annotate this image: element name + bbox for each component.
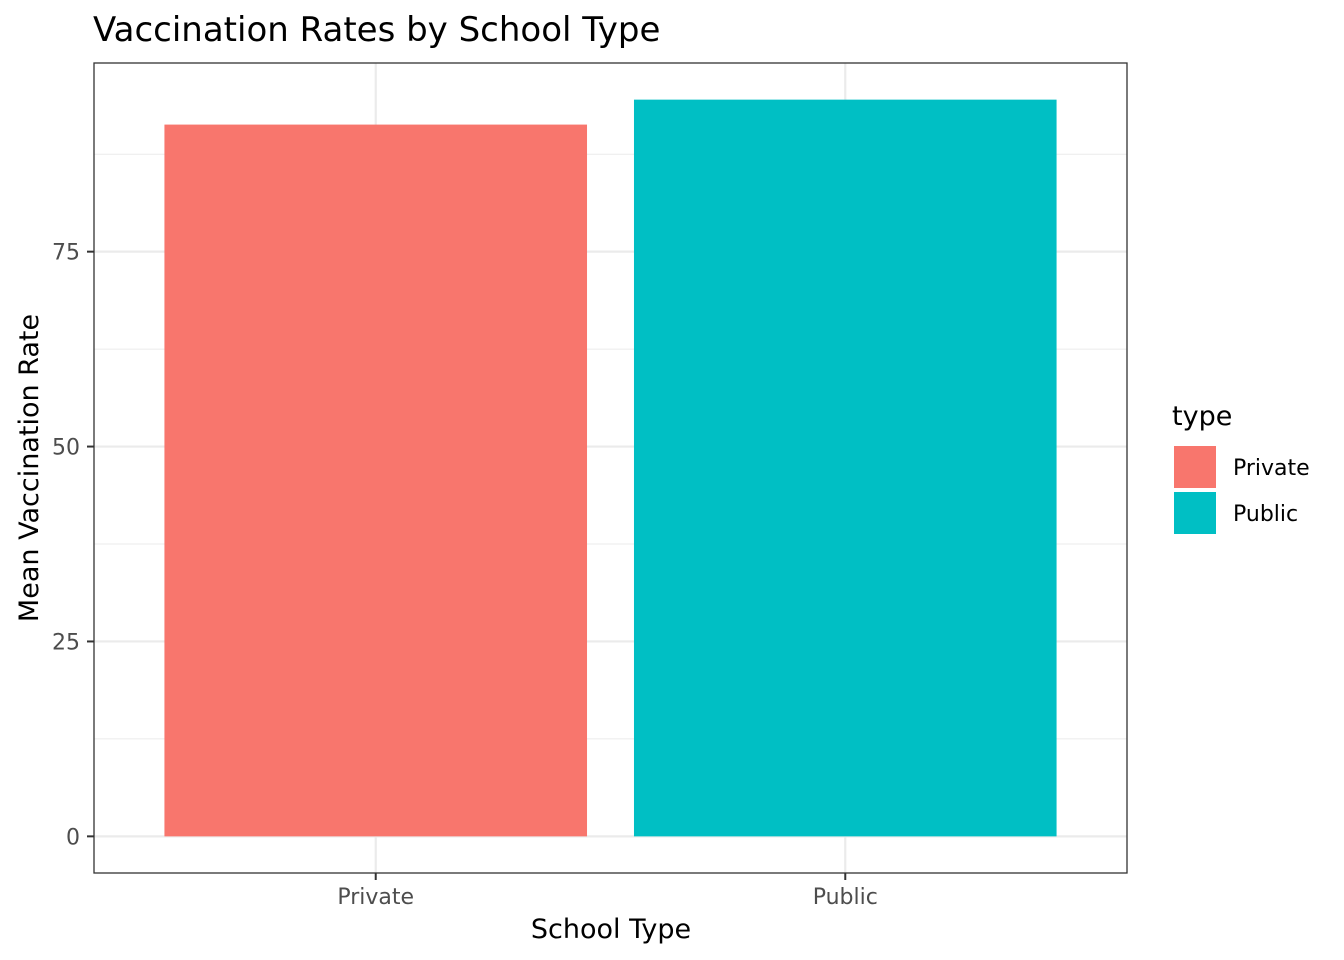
bars [164,99,1057,837]
y-axis: 0 25 50 75 [52,241,94,850]
legend-label-public: Public [1233,502,1298,527]
x-axis: Private Public [337,873,878,910]
bar-private [164,124,588,837]
y-tick-label: 50 [52,436,80,461]
x-tick-label: Private [337,885,414,910]
legend-key-private [1174,446,1216,488]
y-tick-label: 75 [52,241,80,266]
x-axis-title: School Type [531,914,691,945]
x-tick-label: Public [813,885,878,910]
legend-label-private: Private [1233,456,1310,481]
y-tick-label: 0 [66,825,80,850]
chart-title: Vaccination Rates by School Type [93,10,660,50]
legend-key-public [1174,492,1216,534]
y-axis-title: Mean Vaccination Rate [14,314,45,622]
bar-public [633,99,1057,837]
panel-border [93,62,1128,874]
legend-title: type [1172,401,1232,432]
legend-items: Private Public [1174,446,1310,534]
legend: type Private Public [1172,401,1310,534]
y-tick-label: 25 [52,630,80,655]
plot-panel [93,62,1128,874]
